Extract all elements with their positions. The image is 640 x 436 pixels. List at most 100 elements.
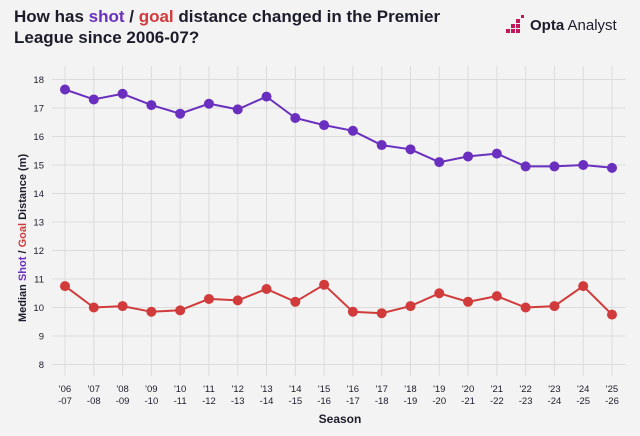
shot-data-point <box>463 151 474 162</box>
x-tick-label: '24 <box>577 384 589 395</box>
title-goal-word: goal <box>138 7 174 26</box>
y-tick-label: 17 <box>33 104 44 115</box>
shot-data-point <box>261 91 272 102</box>
x-tick-label: -15 <box>288 396 302 407</box>
chart-title: How has shot / goal distance changed in … <box>14 7 441 47</box>
goal-data-point <box>88 302 99 313</box>
x-tick-label: -22 <box>490 396 504 407</box>
x-tick-label: -12 <box>202 396 216 407</box>
x-tick-label: '19 <box>433 384 445 395</box>
opta-analyst-logo: Opta Analyst <box>504 14 617 36</box>
goal-data-point <box>405 301 416 312</box>
x-tick-label: -07 <box>58 396 72 407</box>
shot-data-point <box>549 161 560 172</box>
y-tick-label: 9 <box>39 332 44 343</box>
x-tick-label: '13 <box>260 384 272 395</box>
x-tick-label: '20 <box>462 384 474 395</box>
goal-data-point <box>60 281 70 292</box>
x-tick-label: -25 <box>576 396 590 407</box>
goal-data-point <box>463 296 474 307</box>
x-tick-label: '23 <box>548 384 560 395</box>
goal-data-point <box>203 293 214 304</box>
x-tick-label: '14 <box>289 384 301 395</box>
shot-data-point <box>146 100 157 111</box>
x-tick-label: -11 <box>174 396 187 407</box>
x-tick-label: '21 <box>491 384 503 395</box>
x-tick-label: '06 <box>59 384 71 395</box>
x-tick-label: '08 <box>116 384 128 395</box>
x-tick-label: -26 <box>605 396 619 407</box>
y-tick-label: 15 <box>33 161 44 172</box>
y-tick-label: 18 <box>33 75 44 86</box>
x-tick-label: -19 <box>404 396 418 407</box>
y-tick-label: 10 <box>33 303 44 314</box>
goal-data-point <box>549 301 560 312</box>
x-tick-label: '07 <box>88 384 100 395</box>
goal-data-point <box>117 301 128 312</box>
x-tick-label: -14 <box>260 396 274 407</box>
x-tick-label: -18 <box>375 396 389 407</box>
y-tick-label: 13 <box>33 218 44 229</box>
goal-data-point <box>578 281 589 292</box>
shot-data-point <box>405 144 416 155</box>
shot-data-point <box>60 84 70 95</box>
y-tick-label: 16 <box>33 132 44 143</box>
x-tick-label: '16 <box>347 384 359 395</box>
x-tick-label: '09 <box>145 384 157 395</box>
x-tick-label: -08 <box>87 396 101 407</box>
x-tick-label: -20 <box>432 396 446 407</box>
y-tick-label: 8 <box>39 360 44 371</box>
x-tick-label: '18 <box>404 384 416 395</box>
shot-data-point <box>88 94 99 105</box>
x-tick-label: -10 <box>145 396 159 407</box>
x-tick-label: '15 <box>318 384 330 395</box>
shot-data-point <box>232 104 243 115</box>
goal-data-point <box>175 305 186 316</box>
shot-data-point <box>578 160 589 170</box>
shot-series-line <box>64 88 613 169</box>
shot-data-point <box>175 108 186 119</box>
goal-data-point <box>290 296 301 307</box>
title-shot-word: shot <box>88 7 125 26</box>
x-tick-label: '17 <box>375 384 387 395</box>
shot-data-point <box>319 120 330 131</box>
goal-data-point <box>347 306 358 317</box>
goal-data-point <box>319 279 330 290</box>
opta-stairs-icon <box>506 15 524 33</box>
x-tick-label: -24 <box>548 396 562 407</box>
x-tick-label: '25 <box>606 384 618 395</box>
goal-data-point <box>434 288 445 299</box>
x-tick-label: '12 <box>232 384 244 395</box>
goal-data-point <box>520 302 531 313</box>
x-tick-label: -21 <box>461 396 475 407</box>
x-tick-label: -13 <box>231 396 245 407</box>
x-tick-label: -16 <box>317 396 331 407</box>
brand-name: Opta Analyst <box>530 16 617 34</box>
shot-data-point <box>491 148 502 159</box>
shot-data-point <box>203 98 214 109</box>
goal-data-point <box>261 283 272 294</box>
x-axis-label: Season <box>318 412 362 426</box>
shot-data-point <box>117 88 128 99</box>
shot-data-point <box>607 162 617 173</box>
x-tick-label: -17 <box>346 396 360 407</box>
goal-data-point <box>376 308 387 319</box>
goal-data-point <box>607 309 617 320</box>
shot-data-point <box>290 112 301 123</box>
x-tick-label: '11 <box>203 384 215 395</box>
x-tick-label: -09 <box>116 396 130 407</box>
shot-data-point <box>347 125 358 136</box>
shot-data-point <box>520 161 531 172</box>
y-tick-label: 14 <box>33 189 44 200</box>
y-tick-label: 11 <box>34 275 44 286</box>
x-tick-label: '22 <box>519 384 531 395</box>
x-tick-label: -23 <box>519 396 533 407</box>
shot-data-point <box>434 157 445 168</box>
goal-data-point <box>491 291 502 302</box>
goal-data-point <box>232 295 243 306</box>
y-tick-label: 12 <box>33 246 44 257</box>
goal-data-point <box>146 306 157 317</box>
shot-data-point <box>376 140 387 151</box>
x-tick-label: '10 <box>174 384 186 395</box>
